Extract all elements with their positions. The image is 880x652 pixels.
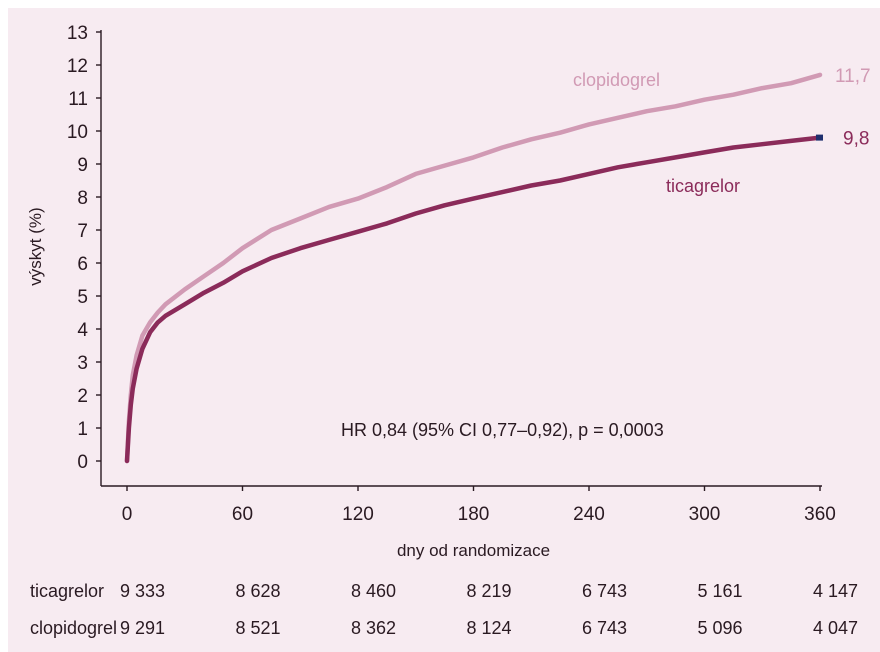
series-layer (124, 72, 823, 464)
y-tick-label: 12 (67, 56, 88, 77)
x-tick-label: 180 (458, 504, 490, 525)
y-tick-label: 5 (77, 287, 88, 308)
series-label-ticagrelor: ticagrelor (666, 176, 740, 196)
risk-cell: 9 333 (120, 581, 165, 601)
hazard-ratio-annotation: HR 0,84 (95% CI 0,77–0,92), p = 0,0003 (341, 420, 664, 440)
risk-cell: 9 291 (120, 618, 165, 638)
series-line-ticagrelor (124, 135, 823, 464)
y-tick-label: 3 (77, 353, 88, 374)
y-tick-label: 8 (77, 188, 88, 209)
risk-cell: 8 460 (351, 581, 396, 601)
risk-row-label: clopidogrel (30, 618, 117, 638)
chart-panel: 0 1 2 3 4 5 6 7 8 9 10 11 12 13 0 60 120 180 240 300 360 dny… (8, 8, 880, 652)
y-tick-label: 6 (77, 254, 88, 275)
risk-cell: 8 219 (466, 581, 511, 601)
y-tick-label: 1 (77, 419, 88, 440)
x-tick-label: 0 (122, 504, 133, 525)
y-tick-label: 13 (67, 23, 88, 44)
series-label-clopidogrel: clopidogrel (573, 70, 660, 90)
risk-cell: 8 628 (235, 581, 280, 601)
labels-layer: dny od randomizace výskyt (%) clopidogre… (26, 66, 871, 560)
risk-cell: 4 047 (813, 618, 858, 638)
risk-row-label: ticagrelor (30, 581, 104, 601)
risk-cell: 5 161 (697, 581, 742, 601)
risk-cell: 8 521 (235, 618, 280, 638)
risk-cell: 4 147 (813, 581, 858, 601)
y-tick-label: 0 (77, 452, 88, 473)
risk-cell: 6 743 (582, 581, 627, 601)
x-tick-label: 360 (804, 504, 836, 525)
risk-cell: 8 362 (351, 618, 396, 638)
x-tick-label: 60 (232, 504, 253, 525)
y-tick-label: 2 (77, 386, 88, 407)
end-value-ticagrelor: 9,8 (843, 129, 869, 150)
risk-cell: 8 124 (466, 618, 511, 638)
end-marker (816, 134, 823, 141)
y-tick-label: 10 (67, 122, 88, 143)
risk-table: ticagrelor 9 333 8 628 8 460 8 219 6 743 5 161… (30, 581, 858, 638)
y-tick-label: 4 (77, 320, 88, 341)
series-line-clopidogrel (124, 72, 823, 464)
risk-cell: 5 096 (697, 618, 742, 638)
x-tick-label: 120 (342, 504, 374, 525)
y-tick-label: 7 (77, 221, 88, 242)
y-tick-label: 9 (77, 155, 88, 176)
y-axis-title: výskyt (%) (26, 207, 45, 285)
x-tick-label: 240 (573, 504, 605, 525)
x-tick-label: 300 (689, 504, 721, 525)
x-axis-title: dny od randomizace (397, 541, 550, 560)
y-tick-label: 11 (68, 89, 88, 110)
risk-cell: 6 743 (582, 618, 627, 638)
end-value-clopidogrel: 11,7 (835, 66, 871, 87)
